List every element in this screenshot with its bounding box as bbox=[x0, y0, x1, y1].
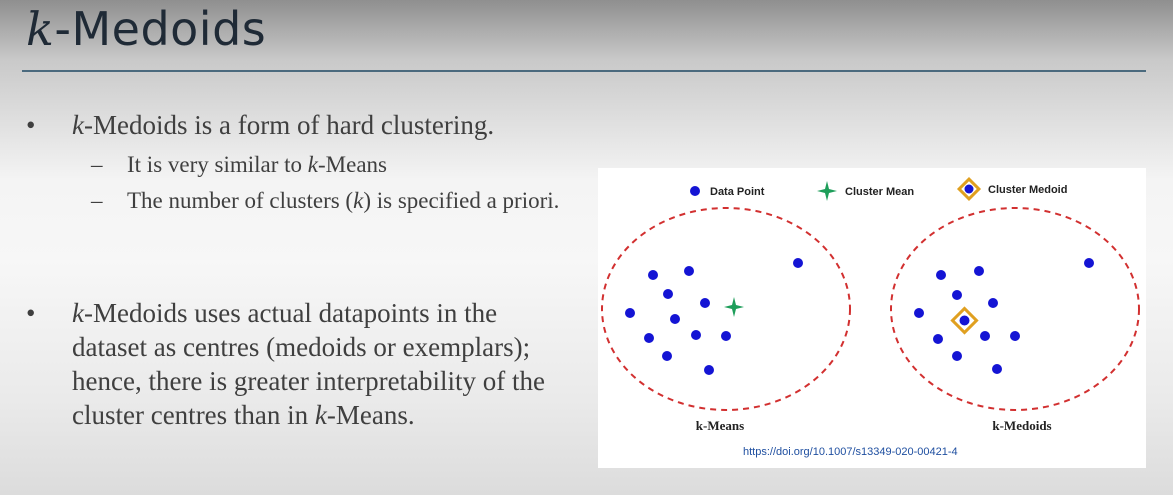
clustering-figure: Data Point Cluster Mean Cluster Medoid k… bbox=[598, 168, 1146, 468]
data-point bbox=[1010, 331, 1020, 341]
legend-data-point-icon bbox=[690, 186, 700, 196]
slide-title: k-Medoids bbox=[26, 2, 266, 56]
data-point bbox=[988, 298, 998, 308]
legend-cluster-mean-label: Cluster Mean bbox=[845, 186, 914, 198]
data-point bbox=[914, 308, 924, 318]
data-point bbox=[933, 334, 943, 344]
data-point bbox=[663, 289, 673, 299]
legend-cluster-medoid-icon bbox=[956, 176, 982, 202]
kmedoids-data-points bbox=[914, 258, 1094, 374]
bullet-1-text: -Medoids is a form of hard clustering. bbox=[83, 110, 495, 140]
data-point bbox=[691, 330, 701, 340]
data-point bbox=[670, 314, 680, 324]
data-point bbox=[662, 351, 672, 361]
legend-data-point-label: Data Point bbox=[710, 186, 765, 198]
doi-link[interactable]: https://doi.org/10.1007/s13349-020-00421… bbox=[743, 446, 958, 458]
data-point bbox=[992, 364, 1002, 374]
bullet-list: • k-Medoids is a form of hard clustering… bbox=[26, 110, 572, 432]
data-point-outlier bbox=[793, 258, 803, 268]
sub-bullet-2-k: k bbox=[353, 188, 364, 213]
clustering-diagram: Data Point Cluster Mean Cluster Medoid k… bbox=[601, 176, 1140, 433]
bullet-2-k: k bbox=[72, 298, 84, 328]
legend-cluster-medoid-label: Cluster Medoid bbox=[988, 184, 1067, 196]
sub-bullet-1-k: k bbox=[307, 152, 318, 177]
data-point bbox=[974, 266, 984, 276]
sub-bullet-1-post: -Means bbox=[318, 152, 387, 177]
data-point bbox=[952, 351, 962, 361]
cluster-mean-star-icon bbox=[724, 297, 744, 317]
sub-bullet-1-pre: It is very similar to bbox=[127, 152, 308, 177]
title-divider bbox=[22, 70, 1146, 72]
kmeans-cluster-boundary bbox=[601, 207, 851, 411]
cluster-medoid-icon bbox=[950, 306, 979, 335]
sub-bullet-2-post: ) is specified a priori. bbox=[363, 188, 560, 213]
bullet-2-k2: k bbox=[314, 400, 327, 430]
data-point bbox=[980, 331, 990, 341]
data-point bbox=[684, 266, 694, 276]
kmeans-data-points bbox=[625, 258, 803, 375]
sub-bullet-marker: – bbox=[91, 188, 103, 213]
kmeans-panel-label: k-Means bbox=[696, 418, 744, 433]
data-point bbox=[648, 270, 658, 280]
sub-bullet-marker: – bbox=[91, 152, 103, 177]
bullet-1-k: k bbox=[72, 110, 84, 140]
bullet-2-text: -Medoids uses actual datapoints in the d… bbox=[72, 298, 546, 430]
bullet-2-text2: -Means. bbox=[326, 400, 415, 430]
sub-bullet-1: – It is very similar to k-Means bbox=[91, 149, 387, 180]
data-point bbox=[700, 298, 710, 308]
data-point-outlier bbox=[1084, 258, 1094, 268]
data-point bbox=[625, 308, 635, 318]
data-point bbox=[721, 331, 731, 341]
data-point bbox=[936, 270, 946, 280]
sub-bullet-2: – The number of clusters (k) is specifie… bbox=[91, 185, 567, 216]
title-text: -Medoids bbox=[54, 2, 267, 56]
bullet-2: • k-Medoids uses actual datapoints in th… bbox=[26, 296, 572, 432]
data-point bbox=[704, 365, 714, 375]
data-point bbox=[644, 333, 654, 343]
title-k: k bbox=[26, 2, 55, 56]
bullet-1: • k-Medoids is a form of hard clustering… bbox=[26, 110, 495, 141]
data-point bbox=[952, 290, 962, 300]
sub-bullet-2-pre: The number of clusters ( bbox=[127, 188, 354, 213]
legend-cluster-mean-icon bbox=[817, 181, 837, 201]
bullet-marker: • bbox=[26, 110, 36, 140]
kmedoids-panel-label: k-Medoids bbox=[992, 418, 1051, 433]
bullet-marker: • bbox=[26, 298, 36, 328]
kmedoids-cluster-boundary bbox=[890, 207, 1140, 411]
